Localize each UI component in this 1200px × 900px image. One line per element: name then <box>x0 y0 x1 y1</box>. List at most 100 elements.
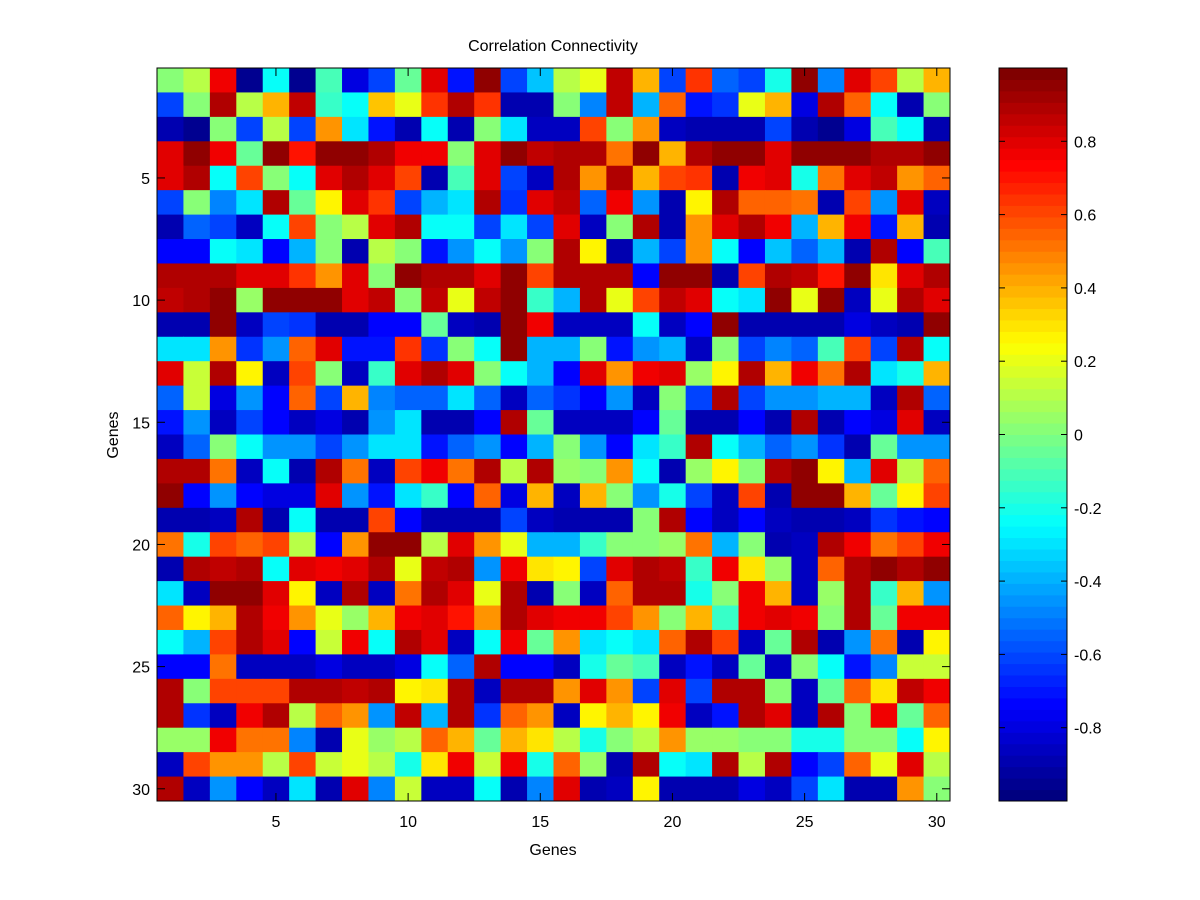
heatmap-cell <box>712 507 740 533</box>
heatmap-cell <box>606 434 634 460</box>
heatmap-cell <box>315 116 343 142</box>
heatmap-cell <box>553 68 581 93</box>
heatmap-cell <box>791 752 819 778</box>
colorbar-band <box>999 468 1067 481</box>
heatmap-cell <box>500 727 528 753</box>
heatmap-cell <box>421 165 449 191</box>
heatmap-cell <box>394 287 422 313</box>
heatmap-cell <box>764 385 792 411</box>
heatmap-cell <box>342 434 369 460</box>
heatmap-cell <box>606 239 634 264</box>
heatmap-cell <box>791 165 819 191</box>
heatmap-cell <box>289 727 317 753</box>
heatmap-cell <box>897 458 925 484</box>
colorbar-tick-label: -0.2 <box>1074 501 1102 518</box>
heatmap-cell <box>579 92 607 118</box>
heatmap-cell <box>474 727 502 753</box>
heatmap-cell <box>262 263 290 289</box>
heatmap-cell <box>738 752 766 778</box>
y-tick-label: 15 <box>132 415 150 432</box>
heatmap-cell <box>289 287 317 313</box>
heatmap-cell <box>447 703 475 729</box>
heatmap-cell <box>236 483 264 509</box>
heatmap-cell <box>183 287 211 313</box>
heatmap-cell <box>474 287 502 313</box>
heatmap-cell <box>764 532 792 558</box>
heatmap-cell <box>897 434 925 460</box>
heatmap-cell <box>738 361 766 387</box>
heatmap-cell <box>527 556 554 582</box>
heatmap-cell <box>606 752 634 778</box>
heatmap-cell <box>897 556 925 582</box>
heatmap-cell <box>368 556 396 582</box>
heatmap-cell <box>632 532 660 558</box>
heatmap-cell <box>289 92 317 118</box>
heatmap-cell <box>579 507 607 533</box>
heatmap-cell <box>262 287 290 313</box>
heatmap-cell <box>738 68 766 93</box>
heatmap-cell <box>421 263 449 289</box>
heatmap-cell <box>527 190 554 216</box>
heatmap-cell <box>209 605 237 631</box>
heatmap-cell <box>817 116 845 142</box>
heatmap-cell <box>659 263 687 289</box>
heatmap-cell <box>289 116 317 142</box>
heatmap-cell <box>817 165 845 191</box>
heatmap-cell <box>447 727 475 753</box>
heatmap-cell <box>685 287 713 313</box>
heatmap-cell <box>421 287 449 313</box>
heatmap-cell <box>289 190 317 216</box>
heatmap-cell <box>527 458 554 484</box>
heatmap-cell <box>236 654 264 680</box>
heatmap-cell <box>712 287 740 313</box>
heatmap-cell <box>817 361 845 387</box>
heatmap-cell <box>236 116 264 142</box>
heatmap-cell <box>870 190 898 216</box>
heatmap-cell <box>685 605 713 631</box>
heatmap-cell <box>685 116 713 142</box>
heatmap-cell <box>236 434 264 460</box>
heatmap-cell <box>844 703 872 729</box>
heatmap-cell <box>897 165 925 191</box>
heatmap-cell <box>764 141 792 167</box>
colorbar-tick-label: -0.6 <box>1074 647 1102 664</box>
heatmap-cell <box>342 336 369 362</box>
heatmap-cell <box>527 141 554 167</box>
heatmap-cell <box>342 361 369 387</box>
colorbar-band <box>999 445 1067 458</box>
heatmap-cell <box>368 752 396 778</box>
heatmap-cell <box>289 312 317 338</box>
heatmap-cell <box>289 483 317 509</box>
heatmap-cell <box>923 752 951 778</box>
x-tick-label: 5 <box>271 814 280 831</box>
heatmap-cell <box>447 312 475 338</box>
heatmap-cell <box>791 654 819 680</box>
heatmap-cell <box>764 581 792 607</box>
heatmap-cell <box>685 752 713 778</box>
heatmap-cell <box>764 410 792 435</box>
heatmap-cell <box>632 507 660 533</box>
heatmap-cell <box>923 458 951 484</box>
heatmap-cell <box>342 581 369 607</box>
colorbar-band <box>999 480 1067 493</box>
heatmap-cell <box>817 141 845 167</box>
heatmap-cell <box>289 581 317 607</box>
heatmap-cell <box>236 776 264 802</box>
heatmap-cell <box>368 336 396 362</box>
heatmap-cell <box>447 678 475 704</box>
heatmap-cell <box>923 703 951 729</box>
heatmap-cell <box>791 287 819 313</box>
heatmap-cell <box>738 532 766 558</box>
heatmap-cell <box>791 507 819 533</box>
heatmap-cell <box>844 68 872 93</box>
heatmap-cell <box>368 507 396 533</box>
heatmap-cell <box>870 214 898 240</box>
heatmap-cell <box>262 629 290 655</box>
colorbar-band <box>999 663 1067 676</box>
heatmap-cell <box>659 214 687 240</box>
heatmap-cell <box>817 703 845 729</box>
heatmap-cell <box>685 434 713 460</box>
colorbar-band <box>999 594 1067 607</box>
heatmap-cell <box>606 190 634 216</box>
heatmap-cell <box>685 312 713 338</box>
